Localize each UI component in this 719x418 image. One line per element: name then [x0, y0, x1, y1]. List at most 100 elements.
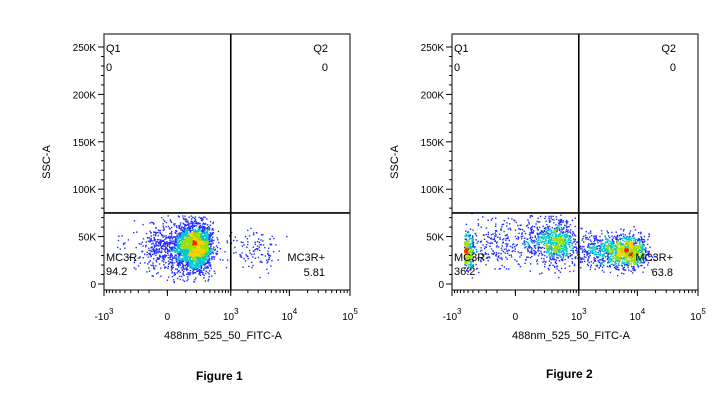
quadrant-value: 94.2: [106, 266, 127, 278]
data-point: [621, 262, 622, 263]
data-point: [163, 226, 164, 227]
data-point: [489, 246, 490, 247]
data-point: [581, 248, 582, 249]
data-point: [201, 236, 202, 237]
data-point: [608, 235, 609, 236]
data-point: [497, 237, 498, 238]
data-point: [160, 267, 161, 268]
data-point: [186, 280, 187, 281]
data-point: [492, 218, 493, 219]
data-point: [560, 272, 561, 273]
data-point: [556, 259, 557, 260]
data-point: [198, 260, 199, 261]
data-point: [628, 241, 629, 242]
data-point: [161, 252, 162, 253]
data-point: [198, 265, 199, 266]
data-point: [180, 243, 181, 244]
x-tick-exponent: 5: [353, 307, 358, 316]
data-point: [497, 245, 498, 246]
data-point: [211, 240, 212, 241]
data-point: [168, 215, 169, 216]
data-point: [185, 252, 186, 253]
data-point: [611, 232, 612, 233]
data-point: [548, 218, 549, 219]
data-point: [153, 248, 154, 249]
data-point: [560, 256, 561, 257]
data-point: [616, 241, 617, 242]
data-point: [191, 242, 192, 243]
data-point: [561, 248, 562, 249]
data-point: [254, 253, 255, 254]
data-point: [190, 265, 191, 266]
data-point: [210, 264, 211, 265]
data-point: [162, 240, 163, 241]
data-point: [503, 251, 504, 252]
data-point: [201, 266, 202, 267]
data-point: [487, 242, 488, 243]
data-point: [488, 237, 489, 238]
data-point: [528, 250, 529, 251]
data-point: [541, 247, 542, 248]
data-point: [177, 253, 178, 254]
data-point: [205, 260, 206, 261]
data-point: [628, 245, 629, 246]
data-point: [201, 270, 202, 271]
data-point: [557, 226, 558, 227]
data-point: [549, 220, 550, 221]
data-point: [546, 237, 547, 238]
data-point: [169, 250, 170, 251]
data-point: [177, 252, 178, 253]
data-point: [503, 224, 504, 225]
data-point: [159, 251, 160, 252]
data-point: [542, 254, 543, 255]
data-point: [482, 244, 483, 245]
data-point: [187, 241, 188, 242]
data-point: [210, 225, 211, 226]
data-point: [152, 240, 153, 241]
data-point: [190, 272, 191, 273]
data-point: [593, 262, 594, 263]
data-point: [168, 264, 169, 265]
data-point: [188, 261, 189, 262]
data-point: [168, 236, 169, 237]
data-point: [120, 249, 121, 250]
data-point: [163, 227, 164, 228]
data-point: [584, 254, 585, 255]
data-point: [197, 259, 198, 260]
data-point: [186, 254, 187, 255]
data-point: [178, 256, 179, 257]
data-point: [185, 235, 186, 236]
data-point: [566, 223, 567, 224]
data-point: [208, 252, 209, 253]
data-point: [478, 225, 479, 226]
data-point: [192, 273, 193, 274]
quadrant-value: 0: [322, 62, 328, 74]
data-point: [193, 223, 194, 224]
data-point: [206, 233, 207, 234]
data-point: [182, 241, 183, 242]
data-point: [202, 261, 203, 262]
data-point: [208, 263, 209, 264]
data-point: [163, 243, 164, 244]
data-point: [213, 253, 214, 254]
data-point: [486, 227, 487, 228]
data-point: [641, 238, 642, 239]
data-point: [527, 248, 528, 249]
data-point: [163, 249, 164, 250]
data-point: [205, 244, 206, 245]
data-point: [500, 258, 501, 259]
data-point: [529, 252, 530, 253]
data-point: [203, 268, 204, 269]
data-point: [243, 244, 244, 245]
data-point: [188, 225, 189, 226]
data-point: [203, 254, 204, 255]
data-point: [160, 256, 161, 257]
data-point: [539, 244, 540, 245]
data-point: [494, 239, 495, 240]
x-tick-base: -10: [95, 312, 110, 323]
data-point: [148, 250, 149, 251]
data-point: [204, 263, 205, 264]
data-point: [608, 248, 609, 249]
data-point: [547, 226, 548, 227]
data-point: [142, 245, 143, 246]
